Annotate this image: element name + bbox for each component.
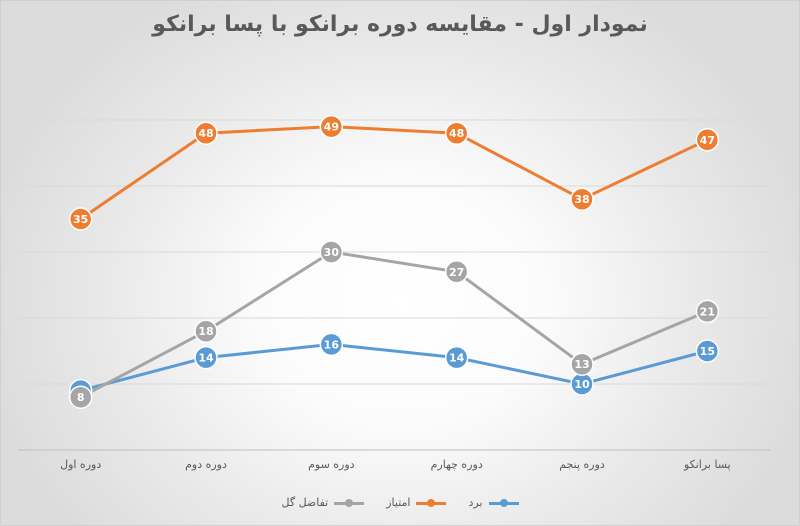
series-line [79, 125, 708, 221]
data-point [570, 352, 594, 376]
data-label: 38 [574, 193, 589, 206]
legend-item: برد [468, 496, 519, 509]
legend-swatch [334, 498, 365, 508]
x-tick-label: دوره پنجم [559, 458, 605, 471]
x-tick-label: دوره اول [60, 458, 101, 471]
data-point [444, 345, 469, 370]
data-point [695, 339, 720, 363]
data-point [68, 207, 93, 231]
data-label: 48 [198, 127, 213, 140]
legend-item: امتیاز [386, 496, 447, 509]
data-point [319, 240, 344, 264]
data-label: 49 [324, 121, 339, 134]
data-point [194, 121, 218, 145]
chart-title: نمودار اول - مقایسه دوره برانکو با پسا ب… [152, 12, 648, 37]
data-label: 15 [700, 345, 715, 358]
data-point [68, 385, 93, 409]
data-label: 14 [449, 352, 465, 365]
data-label: 8 [77, 391, 85, 404]
legend-swatch [488, 498, 519, 508]
data-point [695, 128, 720, 152]
data-label: 48 [449, 127, 464, 140]
data-label: 21 [700, 305, 715, 318]
data-point [319, 114, 344, 139]
x-tick-label: دوره دوم [185, 458, 227, 471]
data-label: 16 [324, 338, 340, 351]
series-line [80, 342, 708, 393]
legend: برد امتیاز تفاضل گل [0, 496, 800, 509]
legend-item: تفاضل گل [282, 496, 365, 509]
data-label: 14 [198, 352, 214, 365]
x-tick-label: دوره چهارم [431, 458, 483, 471]
series-line [79, 250, 708, 399]
x-tick-label: پسا برانکو [683, 458, 731, 471]
data-label: 47 [700, 134, 715, 147]
legend-label: تفاضل گل [281, 496, 329, 509]
data-point [194, 319, 218, 343]
x-tick-label: دوره سوم [308, 458, 355, 471]
data-label: 18 [198, 325, 213, 338]
data-label: 35 [73, 213, 88, 226]
data-point [444, 121, 469, 145]
data-label: 27 [449, 266, 464, 279]
data-point [444, 260, 469, 284]
legend-label: برد [468, 496, 483, 509]
data-point [695, 299, 720, 324]
data-label: 30 [324, 246, 340, 259]
data-label: 10 [574, 378, 590, 391]
legend-swatch [416, 498, 447, 508]
data-label: 13 [574, 358, 589, 371]
data-point [570, 187, 594, 211]
data-point [194, 345, 218, 370]
data-point [319, 332, 344, 357]
legend-label: امتیاز [386, 496, 411, 509]
